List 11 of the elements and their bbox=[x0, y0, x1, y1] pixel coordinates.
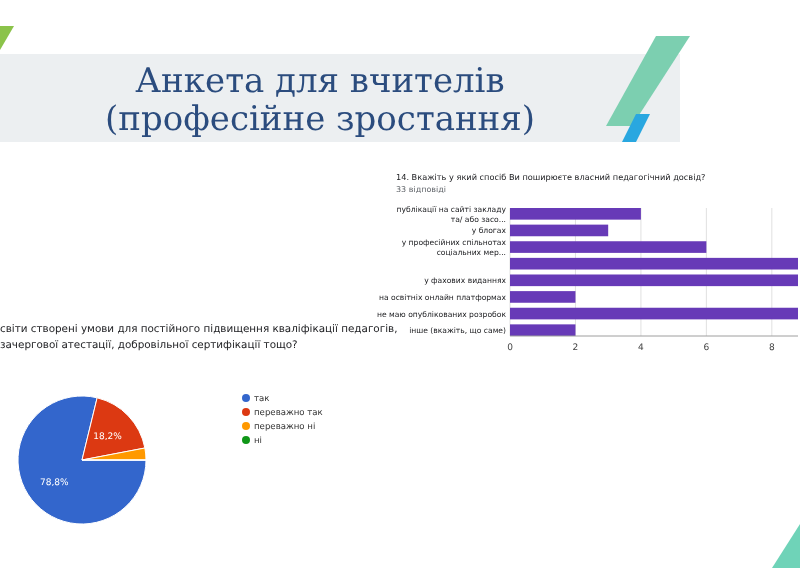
bar bbox=[510, 257, 798, 270]
bar bbox=[510, 274, 798, 287]
bar bbox=[510, 208, 641, 220]
bar bbox=[510, 224, 609, 237]
bar bbox=[510, 324, 576, 336]
bar bbox=[510, 291, 576, 303]
text: Анкета для вчителів bbox=[135, 62, 505, 102]
bar bbox=[510, 307, 798, 320]
pie-slice bbox=[17, 395, 147, 525]
bar bbox=[510, 241, 707, 253]
text: (професійне зростання) bbox=[105, 100, 535, 140]
